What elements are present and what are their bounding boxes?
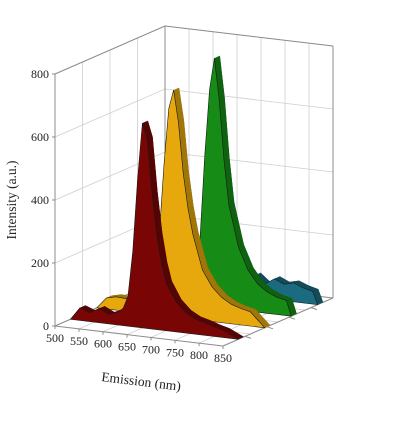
series-ridge bbox=[240, 306, 256, 312]
depth-tick-mark bbox=[244, 335, 252, 339]
x-tick-label: 850 bbox=[214, 351, 232, 365]
x-tick-label: 650 bbox=[118, 340, 136, 354]
y-axis-label: Intensity (a.u.) bbox=[4, 160, 19, 239]
series-ridge bbox=[293, 280, 309, 288]
series-ridge bbox=[173, 87, 184, 123]
series-ridge bbox=[212, 284, 228, 298]
series-ridge bbox=[192, 231, 208, 270]
series-ridge bbox=[202, 267, 218, 287]
series-ridge bbox=[142, 120, 153, 140]
x-tick-label: 750 bbox=[166, 345, 184, 359]
tick-labels: 0 200 400 600 800 500 550 600 650 700 750 800 850 bbox=[31, 67, 318, 365]
series-ridge bbox=[166, 281, 182, 302]
series-ridge bbox=[231, 301, 247, 309]
series-ridge bbox=[228, 202, 244, 247]
x-tick-label: 600 bbox=[94, 337, 112, 351]
depth-tick-mark bbox=[266, 326, 274, 330]
series-ridge bbox=[214, 55, 225, 100]
x-axis-label: Emission (nm) bbox=[101, 369, 182, 394]
y-tick-label: 800 bbox=[31, 67, 49, 81]
series-ridge bbox=[156, 232, 168, 264]
y-tick-label: 200 bbox=[31, 256, 49, 270]
series-ridge bbox=[176, 299, 192, 313]
depth-tick-mark bbox=[310, 307, 318, 311]
series-ridge bbox=[147, 137, 158, 194]
series-ridge bbox=[195, 316, 211, 323]
x-tick-label: 700 bbox=[142, 342, 160, 356]
axis-line bbox=[164, 25, 334, 47]
series-ridge bbox=[204, 320, 220, 327]
x-tick-label: 500 bbox=[46, 331, 64, 345]
x-tick-label: 550 bbox=[70, 334, 88, 348]
axis-line bbox=[54, 325, 224, 347]
grid-line bbox=[54, 151, 334, 201]
series-4 bbox=[69, 120, 244, 340]
grid-line bbox=[54, 88, 334, 138]
series-ridge bbox=[248, 267, 264, 284]
series-ridge bbox=[303, 285, 319, 292]
y-tick-label: 0 bbox=[43, 319, 49, 333]
series-ridge bbox=[161, 261, 172, 284]
series-ridge bbox=[224, 157, 235, 205]
series-ridge bbox=[152, 191, 163, 236]
series-ridge bbox=[284, 280, 300, 285]
series-ridge bbox=[267, 289, 283, 298]
series-ridge bbox=[80, 305, 96, 313]
series-area bbox=[69, 123, 239, 340]
series-ridge bbox=[106, 294, 122, 298]
series-ridge bbox=[238, 244, 254, 271]
series-layer bbox=[69, 55, 324, 340]
series-ridge bbox=[224, 328, 244, 340]
grid-line bbox=[54, 25, 334, 75]
x-tick-label: 800 bbox=[190, 348, 208, 362]
series-ridge bbox=[221, 295, 237, 305]
series-ridge bbox=[185, 310, 201, 319]
depth-tick-mark bbox=[288, 316, 296, 320]
series-ridge bbox=[219, 97, 230, 161]
series-ridge bbox=[214, 324, 230, 331]
series-ridge bbox=[183, 170, 194, 209]
series-ridge bbox=[178, 119, 189, 174]
y-tick-label: 400 bbox=[31, 193, 49, 207]
series-ridge bbox=[99, 306, 115, 315]
series-ridge bbox=[276, 294, 292, 301]
series-ridge bbox=[257, 281, 273, 292]
series-ridge bbox=[286, 298, 297, 317]
series-ridge bbox=[250, 309, 271, 328]
series-ridge bbox=[312, 289, 324, 305]
axis-line bbox=[54, 25, 166, 75]
y-tick-label: 600 bbox=[31, 130, 49, 144]
series-ridge bbox=[274, 276, 290, 285]
series-ridge bbox=[188, 206, 199, 235]
